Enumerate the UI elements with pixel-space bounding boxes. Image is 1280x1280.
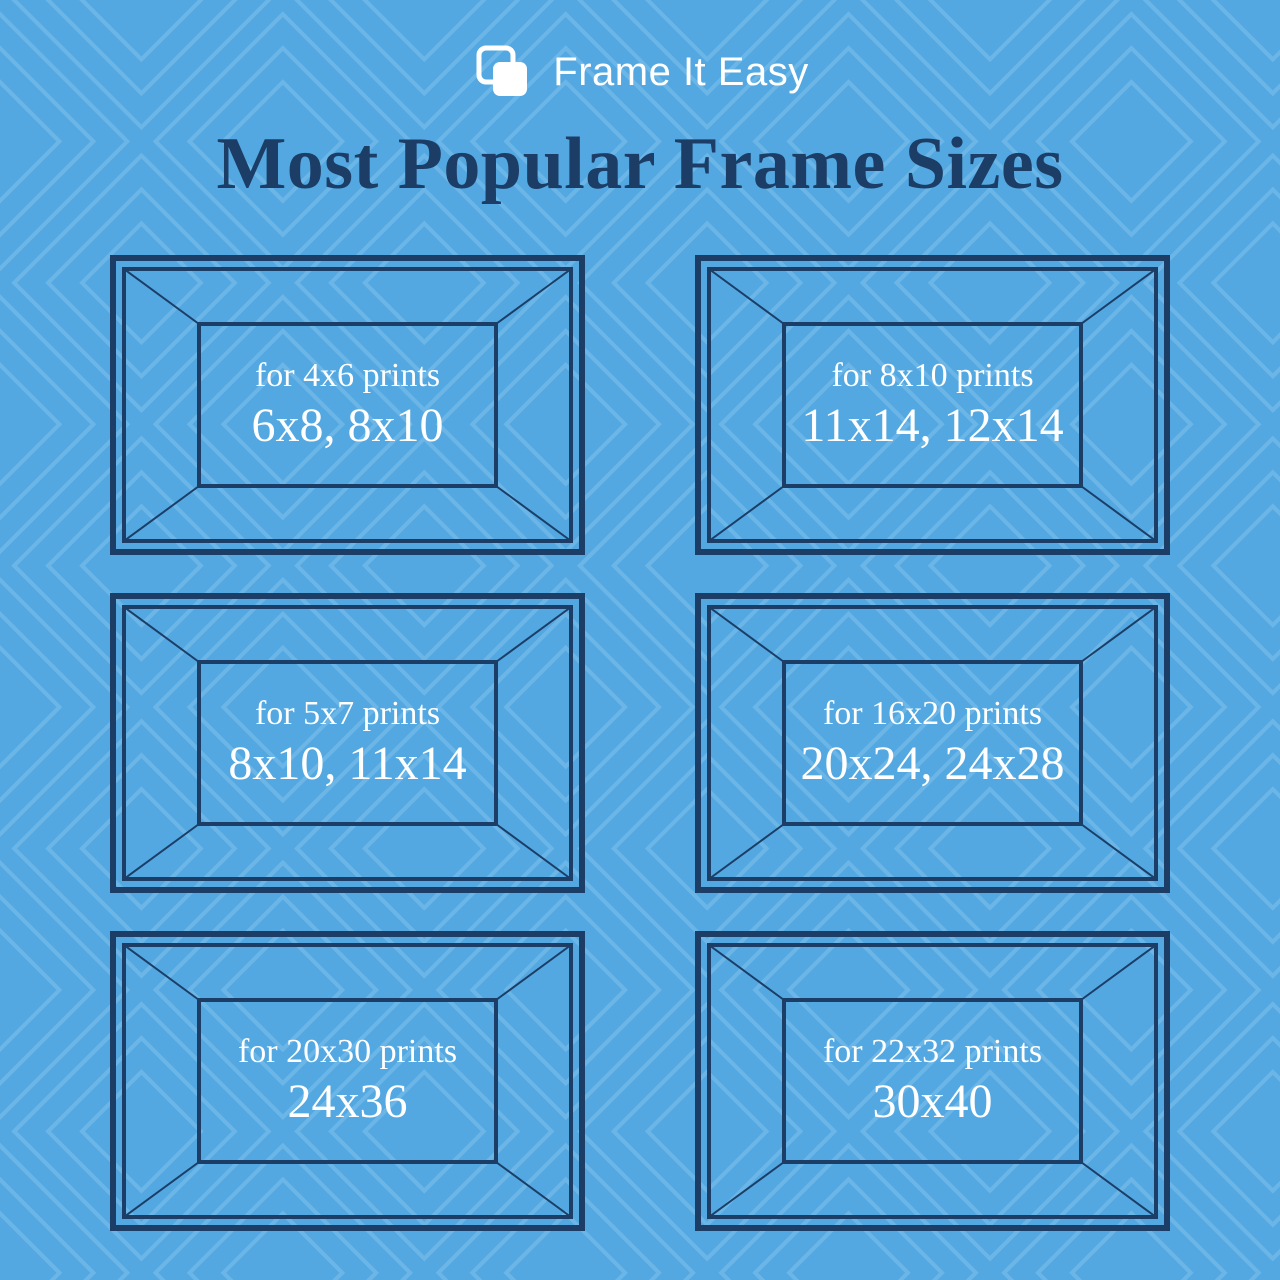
frame-card: for 5x7 prints 8x10, 11x14 [110,593,585,893]
frames-grid: for 4x6 prints 6x8, 8x10 for 8x10 prints… [0,255,1280,1231]
print-size-label: for 4x6 prints [255,357,440,394]
print-size-label: for 5x7 prints [255,695,440,732]
page-title: Most Popular Frame Sizes [216,122,1063,207]
frame-size-label: 20x24, 24x28 [801,736,1065,791]
frame-size-label: 24x36 [288,1074,408,1129]
brand-name: Frame It Easy [553,50,808,95]
frame-card: for 4x6 prints 6x8, 8x10 [110,255,585,555]
frame-size-label: 6x8, 8x10 [252,398,444,453]
frame-size-label: 30x40 [873,1074,993,1129]
logo-icon [471,40,535,104]
print-size-label: for 22x32 prints [823,1033,1042,1070]
frame-card: for 22x32 prints 30x40 [695,931,1170,1231]
frame-card: for 16x20 prints 20x24, 24x28 [695,593,1170,893]
print-size-label: for 20x30 prints [238,1033,457,1070]
brand-logo: Frame It Easy [471,40,808,104]
print-size-label: for 16x20 prints [823,695,1042,732]
frame-size-label: 8x10, 11x14 [228,736,466,791]
frame-card: for 20x30 prints 24x36 [110,931,585,1231]
content: Frame It Easy Most Popular Frame Sizes f… [0,0,1280,1280]
print-size-label: for 8x10 prints [831,357,1033,394]
frame-card: for 8x10 prints 11x14, 12x14 [695,255,1170,555]
frame-size-label: 11x14, 12x14 [801,398,1063,453]
